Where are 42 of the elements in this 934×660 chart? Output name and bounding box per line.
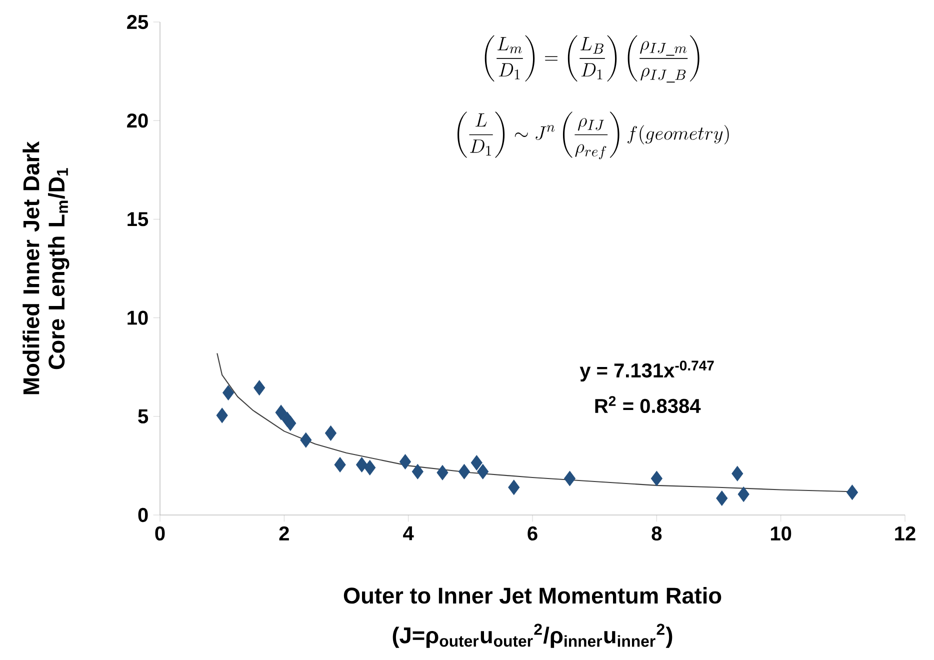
point xyxy=(254,380,266,396)
y-tick-label: 10 xyxy=(128,310,148,325)
point xyxy=(650,470,662,486)
point xyxy=(222,385,234,400)
point xyxy=(470,455,482,470)
point xyxy=(284,416,296,431)
point xyxy=(564,470,576,486)
point xyxy=(412,464,424,480)
point xyxy=(275,404,287,420)
x-tick-label: 0 xyxy=(155,526,165,541)
text: (J=ρ$_{outer}$u$_{outer}$$^{2}$/ρ$_{inner}$u$_{inner}$$^{2}$) xyxy=(392,624,672,648)
point xyxy=(356,457,368,472)
x-tick-label: 2 xyxy=(279,526,289,540)
point xyxy=(508,480,520,495)
x-tick-label: 10 xyxy=(770,526,792,541)
point xyxy=(477,464,489,480)
point xyxy=(364,460,376,476)
y-tick-label: 0 xyxy=(138,508,148,522)
y-tick-label: 5 xyxy=(138,409,148,424)
annotation: $\left(\frac{L_m}{D_1}\right)=\left(\frac{L_B}{D_1}\right)\left(\frac{\rho_{IJ\_m}}{\rho_{IJ\_B}}\right)$ xyxy=(484,35,700,83)
annotation: $\left(\frac{L}{D_1}\right)\sim J^n\left(\frac{\rho_{IJ}}{\rho_{ref}}\right)f(geometry)$ xyxy=(458,112,729,160)
point xyxy=(732,466,744,482)
point xyxy=(458,464,470,480)
point xyxy=(300,432,312,448)
annotation: R$^{2}$ = 0.8384 xyxy=(595,396,701,414)
x-tick-label: 12 xyxy=(895,526,916,540)
x-tick-label: 4 xyxy=(403,526,414,540)
x-tick-label: 6 xyxy=(528,526,538,541)
annotation: y = 7.131x$^{-0.747}$ xyxy=(580,360,714,382)
x-axis-title: Outer to Inner Jet Momentum Ratio xyxy=(344,587,722,604)
point xyxy=(399,454,412,470)
point xyxy=(436,465,448,480)
point xyxy=(216,408,228,424)
point xyxy=(846,484,858,500)
point xyxy=(334,457,346,472)
y-tick-label: 15 xyxy=(128,212,148,226)
y-tick-label: 20 xyxy=(127,114,148,128)
point xyxy=(716,490,728,506)
y-tick-label: 25 xyxy=(127,14,148,30)
point xyxy=(738,486,750,502)
x-tick-label: 8 xyxy=(652,526,662,541)
point xyxy=(324,426,336,441)
